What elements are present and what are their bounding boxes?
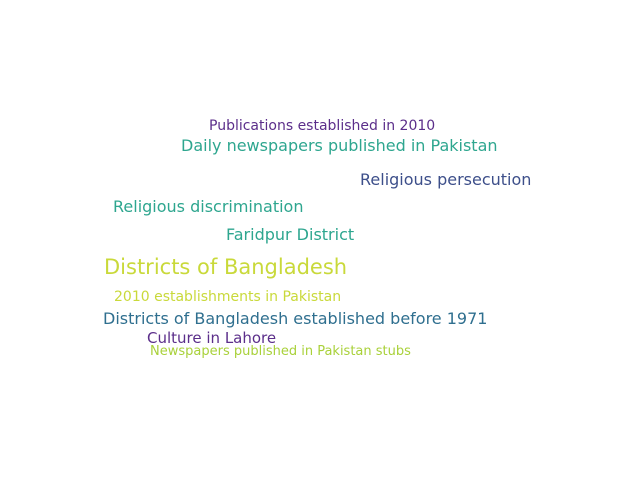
word-2010-establishments-pakistan: 2010 establishments in Pakistan [114, 289, 342, 305]
word-districts-bangladesh-before-1971: Districts of Bangladesh established befo… [103, 309, 488, 328]
word-religious-discrimination: Religious discrimination [113, 197, 304, 216]
word-publications-established-2010: Publications established in 2010 [209, 118, 436, 134]
word-faridpur-district: Faridpur District [226, 225, 355, 244]
word-districts-of-bangladesh: Districts of Bangladesh [104, 255, 348, 279]
word-newspapers-pakistan-stubs: Newspapers published in Pakistan stubs [150, 344, 411, 359]
word-religious-persecution: Religious persecution [360, 170, 532, 189]
word-daily-newspapers-pakistan: Daily newspapers published in Pakistan [181, 136, 498, 155]
word-culture-in-lahore: Culture in Lahore [147, 329, 277, 347]
